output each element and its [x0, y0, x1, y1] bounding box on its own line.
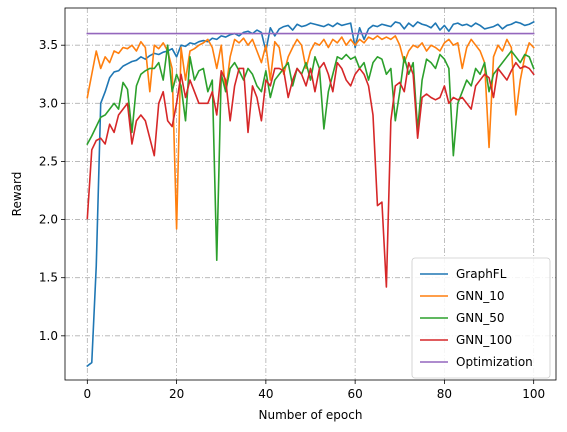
- legend-label-optimization: Optimization: [456, 355, 533, 369]
- legend-label-gnn-50: GNN_50: [456, 311, 505, 325]
- x-axis-label: Number of epoch: [259, 408, 363, 422]
- x-tick-label-1: 20: [169, 387, 184, 401]
- x-tick-label-4: 80: [437, 387, 452, 401]
- x-tick-label-3: 60: [347, 387, 362, 401]
- series-lines: [86, 20, 535, 368]
- axis-ticks: 0 20 40 60 80 100 1.0 1.5 2.0 2.5 3.0 3.5: [39, 38, 545, 401]
- legend-box: [411, 257, 551, 379]
- series-line-graphfl: [86, 20, 535, 368]
- series-line-gnn-100: [86, 61, 535, 288]
- legend-label-graphfl: GraphFL: [456, 267, 507, 281]
- y-tick-label-5: 3.5: [39, 38, 58, 52]
- x-tick-label-0: 0: [83, 387, 91, 401]
- y-axis-label: Reward: [10, 172, 24, 217]
- x-tick-label-2: 40: [258, 387, 273, 401]
- y-tick-label-0: 1.0: [39, 329, 58, 343]
- legend-label-gnn-10: GNN_10: [456, 289, 505, 303]
- y-tick-label-3: 2.5: [39, 154, 58, 168]
- y-tick-label-1: 1.5: [39, 271, 58, 285]
- plot-frame: [64, 7, 557, 381]
- y-tick-label-4: 3.0: [39, 96, 58, 110]
- legend: GraphFL GNN_10 GNN_50 GNN_100 Optimization: [411, 257, 551, 379]
- y-tick-label-2: 2.0: [39, 213, 58, 227]
- x-tick-label-5: 100: [522, 387, 545, 401]
- legend-label-gnn-100: GNN_100: [456, 333, 512, 347]
- series-line-gnn-10: [86, 35, 535, 230]
